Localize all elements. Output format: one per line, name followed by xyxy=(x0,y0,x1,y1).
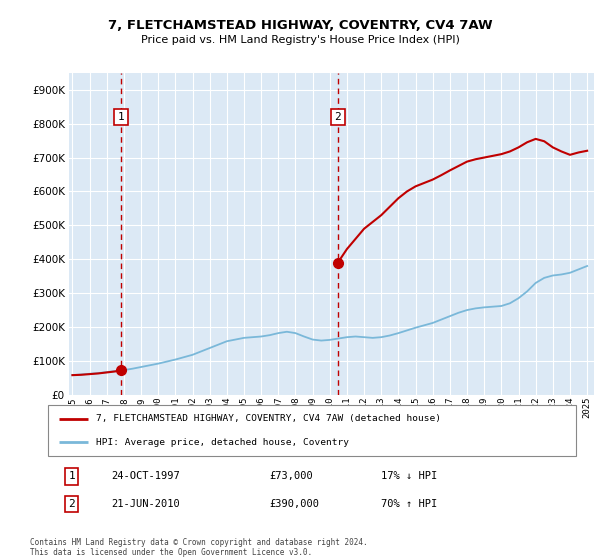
Text: £390,000: £390,000 xyxy=(270,498,320,508)
Text: 2: 2 xyxy=(68,498,75,508)
FancyBboxPatch shape xyxy=(48,405,576,456)
Text: HPI: Average price, detached house, Coventry: HPI: Average price, detached house, Cove… xyxy=(95,438,349,447)
Text: £73,000: £73,000 xyxy=(270,472,314,482)
Text: 7, FLETCHAMSTEAD HIGHWAY, COVENTRY, CV4 7AW (detached house): 7, FLETCHAMSTEAD HIGHWAY, COVENTRY, CV4 … xyxy=(95,414,440,423)
Text: 24-OCT-1997: 24-OCT-1997 xyxy=(112,472,180,482)
Text: 7, FLETCHAMSTEAD HIGHWAY, COVENTRY, CV4 7AW: 7, FLETCHAMSTEAD HIGHWAY, COVENTRY, CV4 … xyxy=(107,18,493,32)
Text: 70% ↑ HPI: 70% ↑ HPI xyxy=(380,498,437,508)
Text: 2: 2 xyxy=(334,112,341,122)
Text: 17% ↓ HPI: 17% ↓ HPI xyxy=(380,472,437,482)
Text: 1: 1 xyxy=(68,472,75,482)
Text: Price paid vs. HM Land Registry's House Price Index (HPI): Price paid vs. HM Land Registry's House … xyxy=(140,35,460,45)
Text: 21-JUN-2010: 21-JUN-2010 xyxy=(112,498,180,508)
Text: Contains HM Land Registry data © Crown copyright and database right 2024.
This d: Contains HM Land Registry data © Crown c… xyxy=(30,538,368,557)
Text: 1: 1 xyxy=(118,112,124,122)
